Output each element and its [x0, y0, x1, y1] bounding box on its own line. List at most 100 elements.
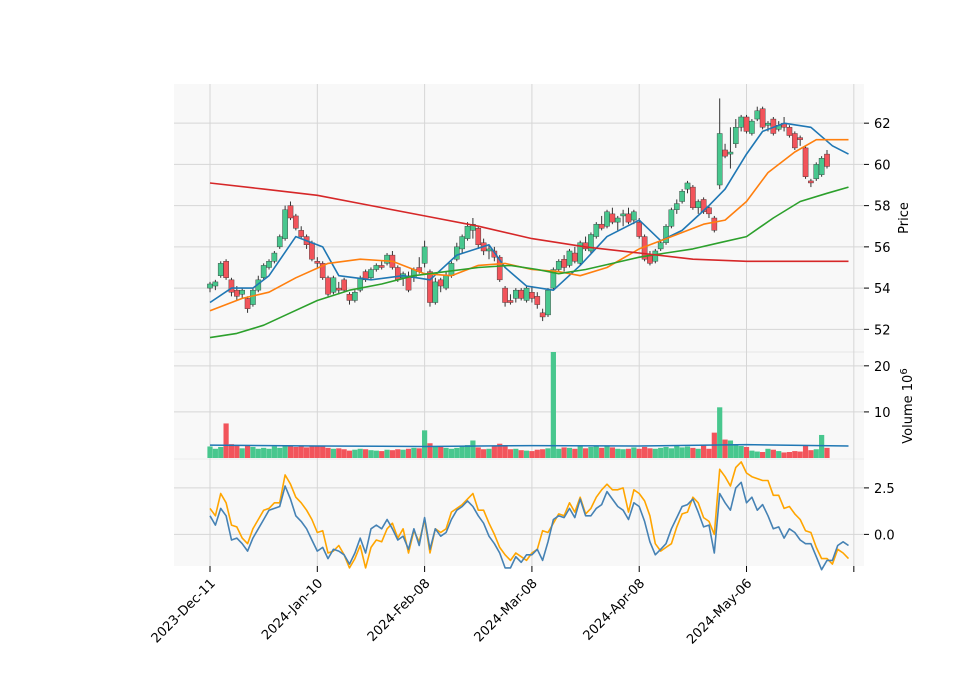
volume-bar [368, 450, 374, 458]
candle-body [716, 133, 723, 186]
volume-bar [819, 434, 825, 458]
candle-body [759, 108, 766, 128]
volume-bar [411, 447, 417, 458]
candle-body [309, 242, 315, 260]
x-tick-label: 2023-Dec-11 [149, 576, 219, 646]
volume-bar [652, 448, 658, 458]
candle-body [250, 289, 256, 305]
volume-bar [641, 446, 648, 458]
candle-body [330, 277, 337, 293]
candle-body [217, 263, 224, 276]
x-tick-label: 2024-Mar-08 [472, 576, 541, 645]
candle-body [529, 292, 535, 299]
volume-bar [218, 446, 224, 458]
volume-bar [754, 451, 760, 458]
candle-body [223, 261, 229, 278]
volume-bar [631, 447, 637, 458]
volume-bar [266, 448, 272, 458]
volume-bar [674, 446, 680, 458]
candle-body [545, 289, 551, 316]
volume-bar [293, 446, 299, 458]
volume-bar [582, 448, 589, 458]
candle-body [454, 246, 460, 260]
candle-body [727, 151, 734, 155]
candle-body [378, 265, 385, 268]
candle-body [314, 261, 321, 264]
volume-bar [357, 448, 363, 458]
volume-bar [749, 450, 755, 458]
candle-body [577, 242, 583, 264]
oscillator-lines [209, 461, 850, 571]
candle-body [684, 182, 691, 190]
volume-bar [325, 447, 331, 458]
candle-body [792, 133, 798, 149]
volume-bar [277, 447, 283, 458]
volume-bar [336, 448, 342, 458]
candle-body [443, 275, 449, 289]
candle-body [459, 236, 465, 250]
volume-bar [577, 446, 583, 458]
candle-body [260, 265, 267, 278]
volume-bar [287, 446, 294, 458]
candle-body [695, 201, 702, 208]
y-tick-label: 10 [874, 406, 891, 421]
volume-bar [207, 446, 213, 458]
oscillator-panel-bg [174, 460, 864, 566]
x-tick-label: 2024-Feb-08 [365, 576, 434, 645]
candle-body [539, 312, 546, 318]
volume-bar [792, 451, 798, 458]
candle-body [743, 116, 750, 132]
y-tick-label: 52 [874, 323, 891, 338]
volume-bar [395, 449, 401, 458]
volume-bar [802, 445, 809, 458]
volume-bar [647, 448, 653, 458]
volume-bar [303, 447, 310, 458]
grid-lines [174, 84, 864, 566]
volume-bar [497, 443, 503, 458]
volume-bar [684, 446, 691, 458]
volume-bar [609, 447, 615, 458]
candle-body [706, 207, 712, 215]
volume-bar [261, 447, 267, 458]
candle-body [668, 209, 675, 227]
volume-bar [556, 448, 562, 458]
candle-body [534, 296, 541, 305]
candle-body [673, 203, 680, 210]
volume-bar [244, 445, 251, 458]
volume-bar [663, 446, 669, 458]
volume-bar [738, 446, 744, 458]
candle-body [464, 226, 471, 239]
volume-bars [207, 352, 849, 458]
volume-bar [658, 447, 664, 458]
overlay-ma_slow [209, 186, 849, 339]
candle-body [663, 226, 669, 243]
candle-body [437, 279, 444, 287]
volume-bar [464, 445, 471, 458]
volume-bar [427, 443, 433, 458]
volume-bar [727, 440, 734, 458]
volume-bar [255, 448, 261, 458]
candle-body [421, 246, 428, 264]
candle-body [738, 116, 744, 128]
volume-bar [615, 448, 621, 458]
overlay-ma_fast [209, 122, 849, 304]
candle-body [802, 147, 809, 177]
candle-body [335, 287, 342, 291]
price-candles [207, 98, 830, 322]
candle-body [711, 217, 718, 231]
volume-bar [529, 451, 535, 458]
volume-bar [212, 448, 218, 458]
candle-body [341, 279, 347, 291]
candle-body [824, 153, 830, 167]
volume-axis-label: Volume 106 [899, 368, 917, 443]
x-tick-label: 2024-May-06 [684, 576, 755, 647]
volume-bar [625, 448, 632, 458]
volume-bar [690, 447, 696, 458]
volume-bar [352, 449, 358, 458]
volume-bar [454, 447, 460, 458]
volume-bar [298, 446, 304, 458]
candle-body [287, 205, 294, 219]
price-axis-label: Price [897, 202, 912, 234]
candle-body [507, 300, 514, 303]
